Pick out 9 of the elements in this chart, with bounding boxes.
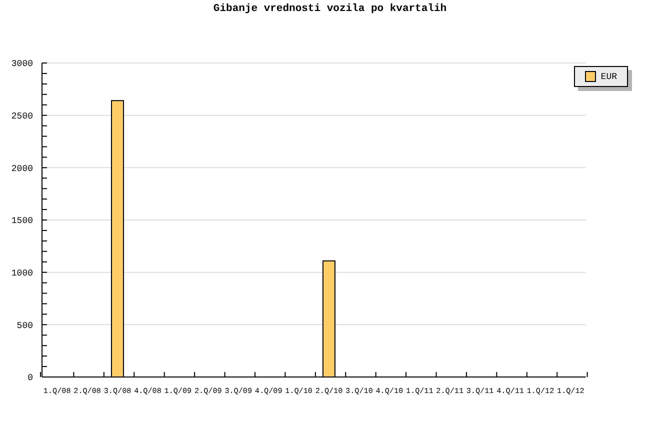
legend-label: EUR — [600, 72, 617, 82]
y-tick-label: 1000 — [11, 268, 33, 278]
y-tick-label: 500 — [16, 320, 33, 331]
y-tick-label: 2000 — [11, 164, 33, 174]
y-tick-label: 3000 — [11, 59, 33, 70]
y-tick-label: 2500 — [11, 111, 33, 122]
y-tick-label: 1500 — [11, 216, 33, 226]
y-tick-label: 0 — [28, 373, 33, 384]
chart-title: Gibanje vrednosti vozila po kvartalih — [212, 3, 448, 15]
